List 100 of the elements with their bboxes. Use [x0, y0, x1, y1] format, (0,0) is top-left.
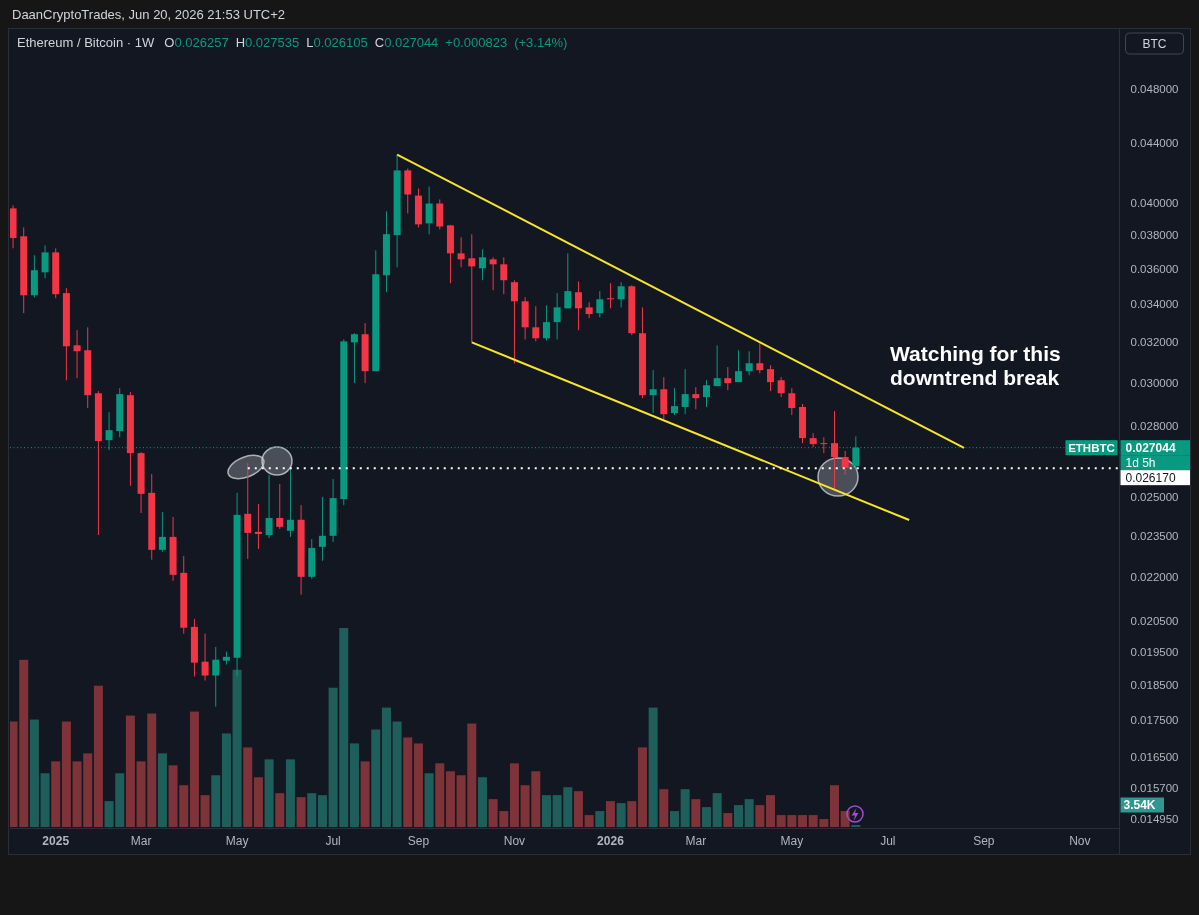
- bar: [211, 775, 221, 827]
- candlestick: [585, 301, 593, 319]
- x-tick-label: Jul: [880, 834, 896, 849]
- candlestick: [596, 290, 604, 318]
- bar: [307, 793, 317, 827]
- bar: [477, 777, 487, 827]
- y-tick-label: 0.023500: [1130, 529, 1179, 542]
- y-tick-label: 0.036000: [1130, 262, 1179, 275]
- y-tick-label: 0.048000: [1130, 82, 1179, 95]
- candlestick: [212, 646, 220, 708]
- x-tick-label: Nov: [503, 834, 526, 849]
- y-tick-label: 0.016500: [1130, 750, 1179, 763]
- x-tick-label: 2026: [597, 834, 625, 849]
- bar: [766, 795, 775, 827]
- candlestick: [724, 366, 732, 391]
- candlestick: [350, 332, 358, 384]
- candlestick: [244, 462, 252, 560]
- x-tick-label: May: [780, 834, 804, 849]
- data-label: 0.026170: [1125, 470, 1176, 485]
- bar: [637, 747, 647, 827]
- x-tick-label: Sep: [407, 834, 430, 849]
- bar: [424, 773, 434, 827]
- candlestick: [532, 305, 540, 342]
- bar: [200, 795, 210, 827]
- candlestick: [831, 410, 839, 491]
- bar: [371, 729, 381, 827]
- candlestick: [820, 436, 828, 454]
- candlestick: [457, 236, 465, 268]
- bar: [723, 813, 733, 827]
- bar: [93, 685, 103, 827]
- text: ETHBTC: [1068, 441, 1115, 454]
- candlestick: [670, 387, 678, 416]
- candlestick: [692, 386, 700, 410]
- candlestick: [276, 483, 284, 530]
- bar: [627, 801, 637, 827]
- bar: [253, 777, 263, 827]
- ref-line-label: 0.027044: [1125, 440, 1176, 455]
- bar: [509, 763, 519, 827]
- candlestick: [681, 368, 689, 415]
- candlestick: [788, 387, 796, 416]
- bar: [659, 789, 669, 827]
- candlestick: [158, 511, 166, 553]
- bar: [595, 811, 605, 827]
- bar: [125, 715, 135, 827]
- bar: [669, 811, 679, 827]
- candlestick: [745, 350, 753, 376]
- candlestick: [201, 633, 209, 682]
- bar: [264, 759, 274, 827]
- text: Ethereum / Bitcoin · 1W: [17, 34, 155, 50]
- bar: [701, 807, 711, 827]
- bar: [584, 815, 594, 827]
- candlestick: [286, 467, 294, 538]
- bar: [744, 799, 754, 827]
- y-tick-label: 0.032000: [1130, 336, 1179, 349]
- candlestick: [500, 256, 508, 295]
- candlestick: [841, 450, 849, 476]
- candlestick: [777, 376, 785, 398]
- bar: [285, 759, 295, 827]
- y-tick-label: 0.044000: [1130, 137, 1179, 150]
- candlestick: [734, 349, 742, 383]
- y-tick-label: 0.015700: [1130, 781, 1179, 794]
- bar: [243, 747, 253, 827]
- candlestick: [564, 252, 572, 309]
- bar: [349, 743, 359, 827]
- candlestick: [254, 503, 262, 550]
- candlestick: [41, 244, 49, 279]
- y-tick-label: 0.028000: [1130, 419, 1179, 432]
- x-tick-label: Jul: [325, 834, 341, 849]
- bar: [29, 719, 39, 827]
- bar: [798, 815, 807, 827]
- x-tick-label: Mar: [685, 834, 707, 849]
- candlestick: [713, 344, 721, 387]
- bar: [221, 733, 231, 827]
- bar: [648, 707, 658, 827]
- bar: [733, 805, 743, 827]
- y-tick-label: 0.014950: [1130, 812, 1179, 825]
- x-tick-label: 2025: [42, 834, 70, 849]
- candlestick: [574, 280, 582, 331]
- candlestick: [510, 279, 518, 364]
- bar: [381, 707, 391, 827]
- bar: [616, 803, 626, 827]
- y-tick-label: 0.038000: [1130, 228, 1179, 241]
- candlestick: [553, 292, 561, 340]
- bar: [435, 763, 445, 827]
- bar: [830, 785, 840, 827]
- y-tick-label: 0.025000: [1130, 490, 1179, 503]
- bar: [296, 797, 306, 827]
- bar: [157, 753, 167, 827]
- bar: [755, 805, 765, 827]
- y-tick-label: 0.017500: [1130, 714, 1179, 727]
- bar: [680, 789, 690, 827]
- bar: [40, 773, 50, 827]
- y-tick-label: 0.020500: [1130, 615, 1179, 628]
- bar: [605, 801, 615, 827]
- y-tick-label: 0.034000: [1130, 298, 1179, 311]
- text: 1d 5h: [1125, 455, 1156, 470]
- candlestick: [73, 329, 81, 379]
- y-axis-title: BTC: [1142, 36, 1167, 51]
- candlestick: [702, 379, 710, 408]
- bar: [691, 799, 701, 827]
